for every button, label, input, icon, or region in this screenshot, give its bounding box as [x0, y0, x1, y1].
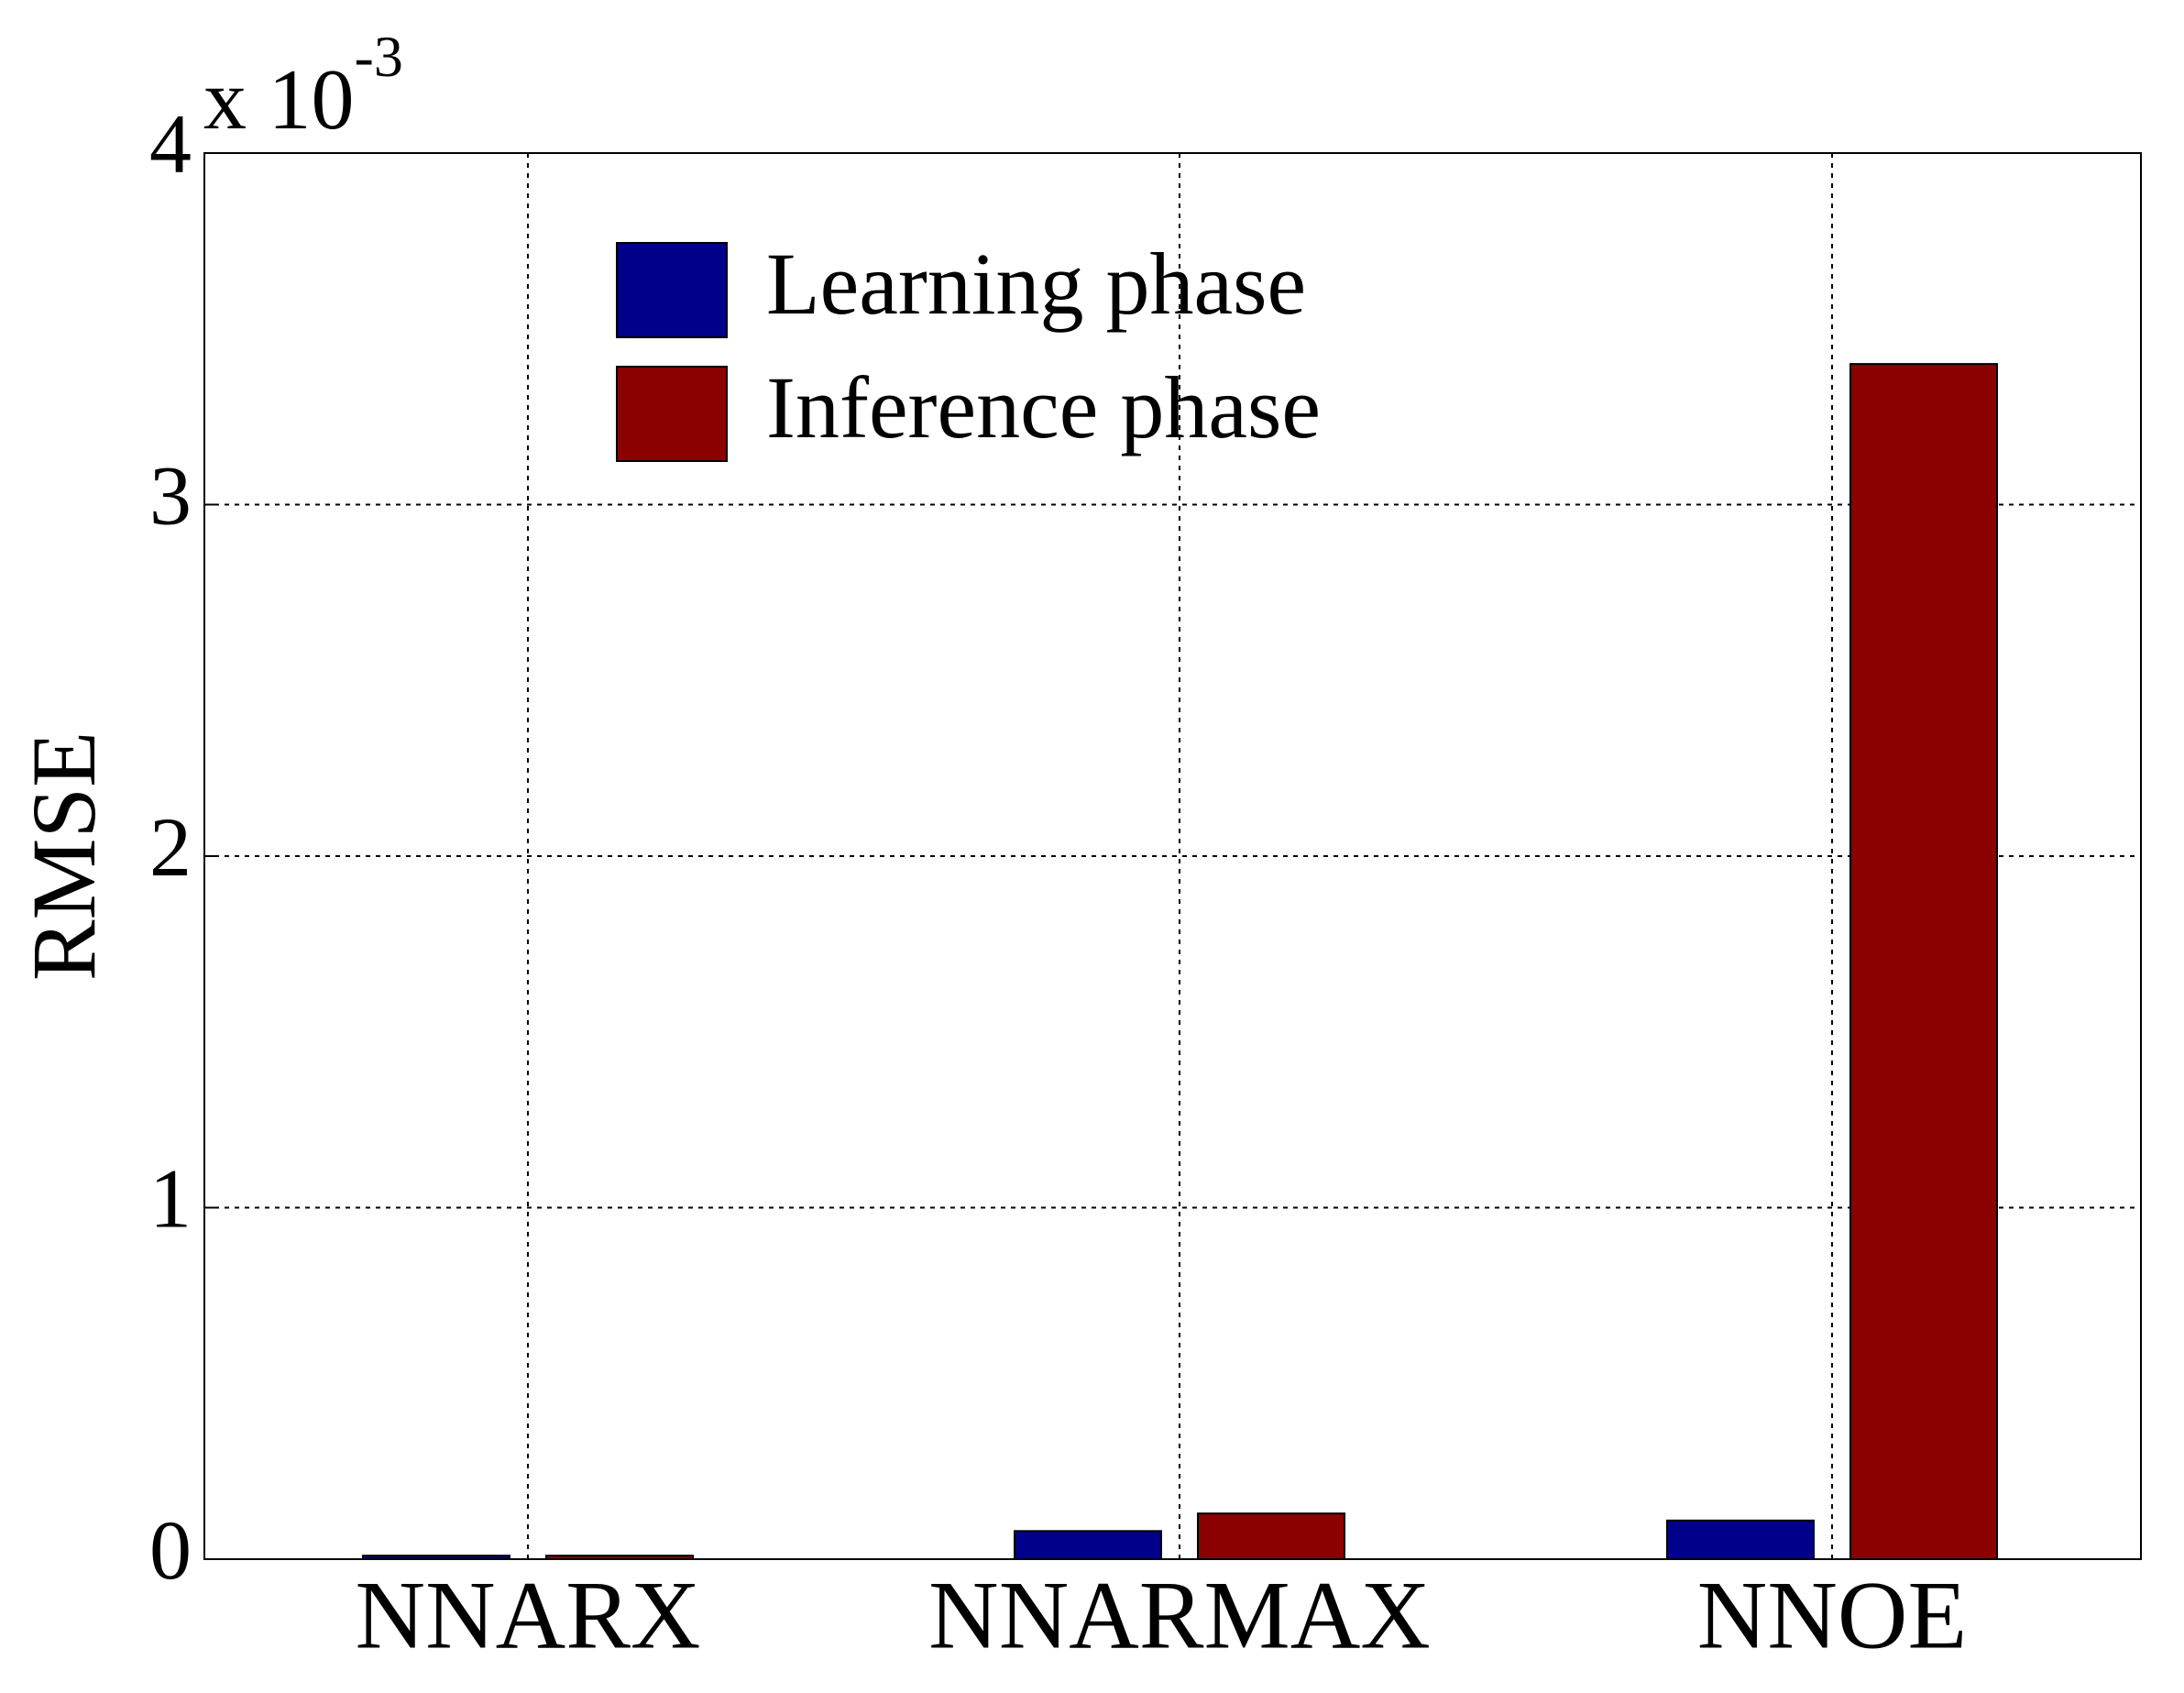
bar — [1666, 1519, 1815, 1560]
y-tick-label: 1 — [149, 1152, 192, 1246]
multiplier-base: x 10 — [203, 52, 355, 148]
x-tick-label: NNARMAX — [928, 1561, 1431, 1668]
y-tick-label: 3 — [149, 449, 192, 543]
bar — [1849, 363, 1998, 1561]
x-tick-label: NNOE — [1697, 1561, 1967, 1668]
multiplier-exponent: -3 — [355, 24, 403, 89]
y-axis-label: RMSE — [13, 731, 115, 981]
axis-multiplier: x 10-3 — [203, 24, 403, 148]
y-tick-label: 4 — [149, 97, 192, 191]
bar — [1197, 1512, 1345, 1561]
legend-swatch — [616, 242, 728, 338]
legend-label: Learning phase — [766, 235, 1306, 333]
legend-swatch — [616, 366, 728, 462]
legend-label: Inference phase — [766, 358, 1321, 456]
plot-frame — [203, 152, 2142, 1560]
bar — [1014, 1530, 1162, 1560]
y-tick-label: 0 — [149, 1503, 192, 1597]
y-tick-label: 2 — [149, 800, 192, 894]
x-tick-label: NNARX — [356, 1561, 701, 1668]
